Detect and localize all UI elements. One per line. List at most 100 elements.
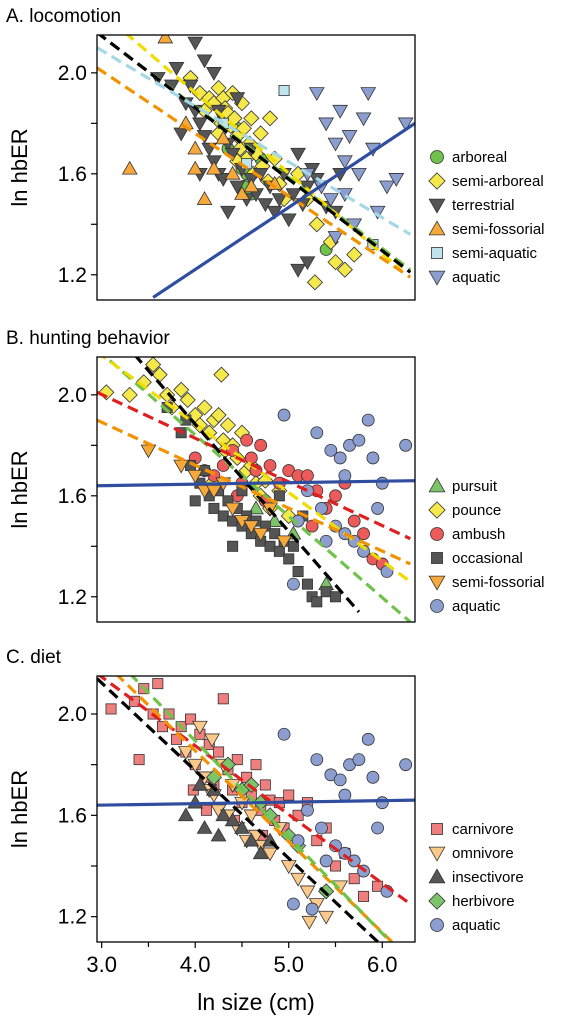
fit-line-pursuit xyxy=(103,357,412,622)
data-point xyxy=(191,117,208,132)
data-point xyxy=(257,198,274,213)
data-point xyxy=(366,451,380,465)
legend-label: herbivore xyxy=(452,893,515,910)
legend-label: pursuit xyxy=(452,478,498,495)
data-point xyxy=(206,160,222,175)
data-point xyxy=(227,540,239,552)
data-point xyxy=(187,160,204,175)
data-point xyxy=(105,703,117,715)
data-point xyxy=(189,495,201,507)
legend-marker xyxy=(430,150,444,164)
data-point xyxy=(196,54,213,69)
data-point xyxy=(371,821,384,835)
data-point xyxy=(219,417,237,434)
legend-label: semi-fossorial xyxy=(452,574,545,591)
data-point xyxy=(361,732,375,746)
fit-line-semi-fossorial xyxy=(97,418,411,566)
data-point xyxy=(327,137,344,152)
data-point xyxy=(187,469,204,484)
legend-label: aquatic xyxy=(452,598,501,615)
data-point xyxy=(301,803,314,817)
data-point xyxy=(290,872,306,887)
data-point xyxy=(220,205,236,220)
data-point xyxy=(252,845,269,860)
series-aquatic xyxy=(277,727,413,916)
data-point xyxy=(287,897,300,911)
fit-line-carnivore xyxy=(97,676,412,906)
data-point xyxy=(327,254,344,271)
data-point xyxy=(336,188,353,203)
legend-label: aquatic xyxy=(452,917,501,934)
legend: arboreal semi-arboreal terrestrial semi-fos… xyxy=(428,149,545,286)
data-point xyxy=(375,476,389,490)
data-point xyxy=(329,591,341,603)
data-point xyxy=(224,812,241,827)
data-point xyxy=(299,885,316,900)
data-point xyxy=(200,804,212,816)
data-point xyxy=(185,713,197,725)
data-point xyxy=(276,535,292,550)
data-point xyxy=(310,753,324,766)
legend-label: semi-aquatic xyxy=(452,245,538,262)
data-point xyxy=(283,789,295,801)
y-tick-label: 1.2 xyxy=(58,264,87,287)
panel-3: C. diet ln hbER 1.2 1.6 2.0 3.0 4.0 5.0 6.0 ln si… xyxy=(6,647,524,1015)
data-point xyxy=(287,540,299,552)
data-point xyxy=(234,819,250,834)
data-point xyxy=(315,821,328,835)
data-point xyxy=(280,213,297,228)
data-point xyxy=(217,510,229,522)
data-point xyxy=(243,832,260,847)
plot-area xyxy=(97,676,415,942)
data-point xyxy=(338,788,352,802)
legend-marker xyxy=(428,477,446,493)
y-tick-label: 2.0 xyxy=(58,703,87,726)
data-point xyxy=(140,444,157,459)
data-point xyxy=(173,381,190,398)
data-point xyxy=(187,794,204,809)
data-point xyxy=(243,809,260,824)
data-point xyxy=(215,130,232,145)
data-point xyxy=(187,36,204,51)
data-point xyxy=(243,520,260,535)
fit-line-semi-fossorial xyxy=(97,66,412,279)
data-point xyxy=(341,130,358,144)
legend-label: pounce xyxy=(452,502,501,519)
y-tick-label: 2.0 xyxy=(58,62,87,85)
data-point xyxy=(121,160,138,175)
legend-marker xyxy=(428,172,446,190)
data-point xyxy=(196,191,213,205)
data-point xyxy=(250,759,262,771)
data-point xyxy=(347,514,361,528)
data-point xyxy=(261,110,279,127)
data-point xyxy=(254,438,268,452)
data-point xyxy=(259,779,271,791)
data-point xyxy=(308,216,325,233)
panel-title: A. locomotion xyxy=(6,6,121,27)
legend: pursuit pounce ambush occasional semi-fossor… xyxy=(428,477,545,615)
fit-line-semi-aquatic xyxy=(97,46,412,236)
data-point xyxy=(299,256,316,271)
data-point xyxy=(329,860,341,872)
data-point xyxy=(348,873,360,885)
series-herbivore xyxy=(205,756,335,900)
data-point xyxy=(229,92,246,107)
data-point xyxy=(204,733,220,748)
data-point xyxy=(352,753,366,766)
data-point xyxy=(306,274,323,291)
data-point xyxy=(301,578,313,590)
data-point xyxy=(273,490,285,502)
x-tick-label: 4.0 xyxy=(180,952,211,977)
data-point xyxy=(332,104,349,119)
fit-line-aquatic xyxy=(152,122,415,299)
data-point xyxy=(318,117,335,132)
y-tick-label: 1.2 xyxy=(58,586,87,609)
legend-marker xyxy=(430,527,444,541)
data-point xyxy=(243,178,260,193)
data-point xyxy=(277,408,291,422)
legend-marker xyxy=(428,220,446,236)
data-point xyxy=(360,87,377,102)
data-point xyxy=(196,819,213,834)
data-point xyxy=(263,459,277,472)
